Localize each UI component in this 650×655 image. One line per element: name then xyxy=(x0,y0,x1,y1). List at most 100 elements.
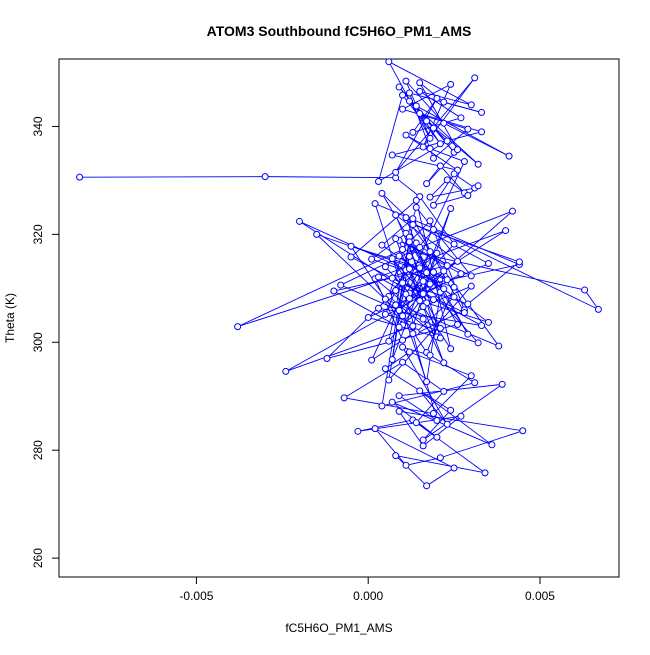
data-point xyxy=(261,173,269,181)
data-point xyxy=(368,255,376,263)
series-line-segment xyxy=(412,222,489,264)
series-line-segment xyxy=(409,268,441,329)
series-line-segment xyxy=(374,428,455,469)
data-point xyxy=(395,323,403,331)
data-point xyxy=(419,442,427,450)
data-point xyxy=(436,162,444,170)
series-line-segment xyxy=(453,173,475,189)
data-point xyxy=(405,265,413,273)
data-point xyxy=(433,417,441,425)
data-point xyxy=(464,330,472,338)
data-point xyxy=(412,203,420,211)
data-point xyxy=(436,324,444,332)
series-line-segment xyxy=(429,179,448,198)
data-point xyxy=(440,359,448,367)
data-point xyxy=(416,87,424,95)
data-point xyxy=(340,394,348,402)
series-line-segment xyxy=(433,229,599,310)
series-line-segment xyxy=(443,122,510,157)
series-line-segment xyxy=(402,83,451,110)
series-line-segment xyxy=(374,428,407,466)
data-point xyxy=(495,342,503,350)
data-point xyxy=(402,131,410,139)
series-line-segment xyxy=(419,90,472,106)
data-point xyxy=(474,182,482,190)
data-point xyxy=(426,280,434,288)
data-point xyxy=(450,464,458,472)
data-point xyxy=(450,293,458,301)
data-point xyxy=(416,109,424,117)
series-line-segment xyxy=(429,187,475,198)
series-line-segment xyxy=(79,176,266,178)
data-point xyxy=(409,322,417,330)
data-point xyxy=(426,217,434,225)
series-line-segment xyxy=(443,101,482,113)
data-point xyxy=(443,176,451,184)
data-point xyxy=(419,143,427,151)
data-point xyxy=(440,267,448,275)
series-line-segment xyxy=(395,177,421,197)
data-point xyxy=(423,180,431,188)
data-point xyxy=(419,303,427,311)
series-line-segment xyxy=(422,409,451,441)
y-tick-label: 320 xyxy=(31,224,45,244)
data-point xyxy=(371,200,379,208)
data-point xyxy=(282,367,290,375)
data-point xyxy=(460,309,468,317)
data-point xyxy=(443,262,451,270)
data-point xyxy=(378,189,386,197)
series-line-segment xyxy=(419,390,493,446)
data-point xyxy=(76,173,84,181)
data-point xyxy=(313,230,321,238)
data-point xyxy=(399,336,407,344)
x-tick-label: 0.000 xyxy=(353,589,383,603)
data-point xyxy=(378,241,386,249)
series-line-segment xyxy=(402,108,468,130)
data-point xyxy=(440,119,448,127)
series-line-segment xyxy=(415,391,445,423)
data-point xyxy=(454,146,462,154)
data-point xyxy=(508,207,516,215)
data-point xyxy=(395,83,403,91)
series-line-segment xyxy=(422,285,472,308)
data-point xyxy=(402,77,410,85)
data-point xyxy=(399,343,407,351)
data-point xyxy=(429,154,437,162)
series-line-segment xyxy=(378,95,403,182)
data-point xyxy=(405,295,413,303)
data-point xyxy=(426,193,434,201)
data-point xyxy=(457,412,465,420)
data-point xyxy=(392,286,400,294)
data-point xyxy=(419,277,427,285)
series-line-segment xyxy=(388,61,472,106)
y-axis-label: Theta (K) xyxy=(3,293,17,343)
data-point xyxy=(402,214,410,222)
data-point xyxy=(443,420,451,428)
data-point xyxy=(429,226,437,234)
data-point xyxy=(481,469,489,477)
series-line-segment xyxy=(405,457,441,466)
data-point xyxy=(381,263,389,271)
series-line-segment xyxy=(433,195,468,206)
series-line-segment xyxy=(415,207,472,277)
series-line-segment xyxy=(392,154,458,171)
data-point xyxy=(234,323,242,331)
data-point xyxy=(433,433,441,441)
data-point xyxy=(454,320,462,328)
data-point xyxy=(381,310,389,318)
data-point xyxy=(354,427,362,435)
data-point xyxy=(440,98,448,106)
data-point xyxy=(478,322,486,330)
series-line-segment xyxy=(378,140,448,182)
series-line-segment xyxy=(422,415,462,447)
data-point xyxy=(419,436,427,444)
data-point xyxy=(399,245,407,253)
data-point xyxy=(412,196,420,204)
data-point xyxy=(399,279,407,287)
data-point xyxy=(515,258,523,266)
data-point xyxy=(395,252,403,260)
series-line-segment xyxy=(409,351,472,377)
data-point xyxy=(471,74,479,82)
series-line-segment xyxy=(385,313,479,344)
data-point xyxy=(416,79,424,87)
